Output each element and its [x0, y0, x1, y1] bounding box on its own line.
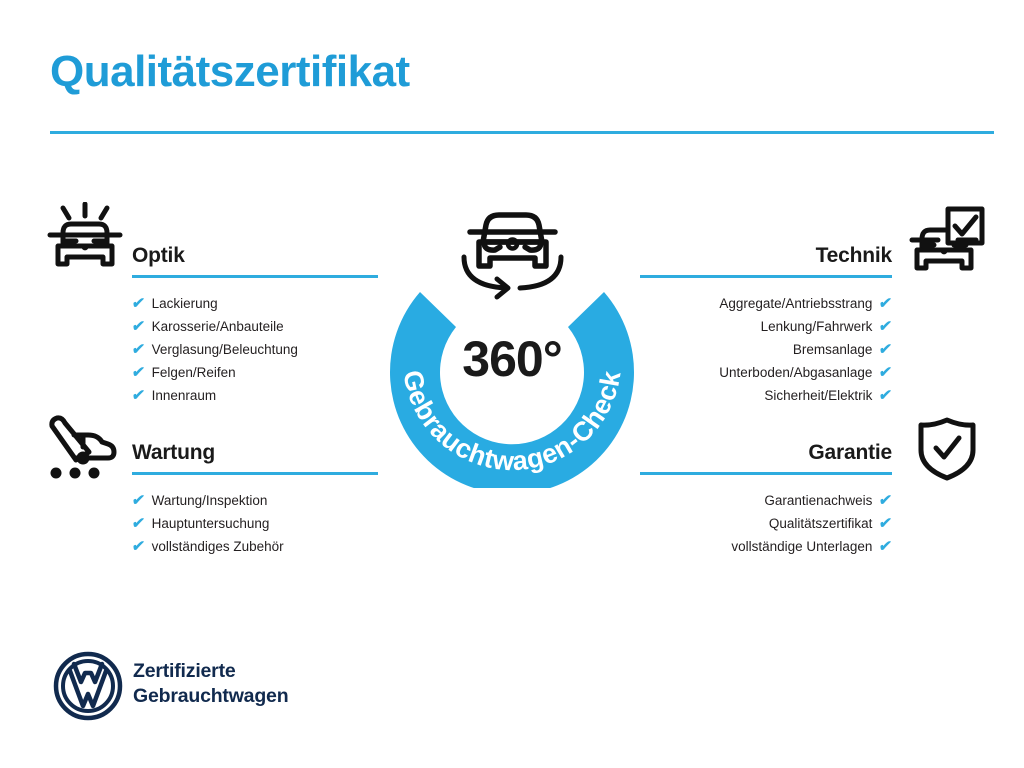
section-garantie: Garantie Garantienachweis ✔ Qualitätszert…	[640, 441, 894, 558]
checklist-wartung: ✔ Wartung/Inspektion ✔ Hauptuntersuchung ✔…	[130, 489, 378, 558]
check-icon: ✔	[878, 318, 894, 335]
list-item: Lenkung/Fahrwerk ✔	[640, 315, 894, 338]
check-icon: ✔	[130, 387, 146, 404]
section-title-wartung: Wartung	[132, 441, 215, 464]
list-item-label: Lackierung	[151, 296, 218, 311]
checklist-technik: Aggregate/Antriebsstrang ✔ Lenkung/Fahrwe…	[640, 292, 894, 407]
check-icon: ✔	[878, 295, 894, 312]
check-icon: ✔	[878, 538, 894, 555]
section-title-technik: Technik	[815, 244, 893, 267]
check-icon: ✔	[130, 318, 146, 335]
check-icon: ✔	[130, 492, 146, 509]
car-lift-service-icon	[46, 414, 118, 485]
list-item-label: Innenraum	[151, 388, 217, 403]
checklist-optik: ✔ Lackierung ✔ Karosserie/Anbauteile ✔ Verg…	[130, 292, 378, 407]
section-divider-optik	[132, 275, 378, 278]
section-optik: Optik ✔ Lackierung ✔ Karosserie/Anbauteile…	[130, 244, 378, 407]
list-item-label: Aggregate/Antriebsstrang	[719, 296, 873, 311]
list-item: ✔ Innenraum	[130, 384, 378, 407]
check-icon: ✔	[878, 492, 894, 509]
list-item-label: vollständiges Zubehör	[151, 539, 284, 554]
list-item-label: Felgen/Reifen	[151, 365, 236, 380]
list-item: ✔ Karosserie/Anbauteile	[130, 315, 378, 338]
list-item: Unterboden/Abgasanlage ✔	[640, 361, 894, 384]
badge-ring: Gebrauchtwagen-Check	[390, 292, 634, 488]
list-item-label: Wartung/Inspektion	[151, 493, 268, 508]
list-item-label: Bremsanlage	[792, 342, 873, 357]
list-item: ✔ Wartung/Inspektion	[130, 489, 378, 512]
section-technik: Technik Aggregate/Antriebsstrang ✔ Lenkun…	[640, 244, 894, 407]
list-item: ✔ Verglasung/Beleuchtung	[130, 338, 378, 361]
section-divider-garantie	[640, 472, 892, 475]
badge-360-gebrauchtwagen-check: Gebrauchtwagen-Check 360°	[372, 248, 652, 488]
check-icon: ✔	[878, 387, 894, 404]
list-item: ✔ Hauptuntersuchung	[130, 512, 378, 535]
check-icon: ✔	[130, 538, 146, 555]
list-item: Garantienachweis ✔	[640, 489, 894, 512]
page-title: Qualitätszertifikat	[50, 47, 410, 96]
list-item-label: Hauptuntersuchung	[151, 516, 270, 531]
list-item: ✔ Lackierung	[130, 292, 378, 315]
list-item: Bremsanlage ✔	[640, 338, 894, 361]
list-item: Sicherheit/Elektrik ✔	[640, 384, 894, 407]
list-item: vollständige Unterlagen ✔	[640, 535, 894, 558]
shield-check-icon	[916, 416, 978, 487]
list-item-label: vollständige Unterlagen	[731, 539, 873, 554]
check-icon: ✔	[878, 341, 894, 358]
list-item: Qualitätszertifikat ✔	[640, 512, 894, 535]
car-shine-icon	[46, 201, 124, 281]
check-icon: ✔	[130, 341, 146, 358]
check-icon: ✔	[130, 515, 146, 532]
check-icon: ✔	[878, 515, 894, 532]
car-front-rotate-icon	[450, 200, 575, 300]
footer-lockup-text: Zertifizierte Gebrauchtwagen	[133, 659, 289, 709]
section-title-garantie: Garantie	[808, 441, 892, 464]
list-item-label: Lenkung/Fahrwerk	[760, 319, 873, 334]
section-title-optik: Optik	[132, 244, 185, 267]
title-divider	[50, 131, 994, 134]
badge-center-label: 360°	[462, 331, 562, 387]
section-divider-technik	[640, 275, 892, 278]
list-item: ✔ Felgen/Reifen	[130, 361, 378, 384]
footer-line-1: Zertifizierte	[133, 660, 236, 682]
list-item-label: Garantienachweis	[764, 493, 873, 508]
vw-logo	[53, 651, 123, 721]
list-item-label: Qualitätszertifikat	[768, 516, 873, 531]
check-icon: ✔	[878, 364, 894, 381]
footer-line-2: Gebrauchtwagen	[133, 685, 289, 707]
list-item-label: Karosserie/Anbauteile	[151, 319, 284, 334]
list-item-label: Unterboden/Abgasanlage	[719, 365, 873, 380]
section-wartung: Wartung ✔ Wartung/Inspektion ✔ Hauptunters…	[130, 441, 378, 558]
check-icon: ✔	[130, 295, 146, 312]
list-item-label: Verglasung/Beleuchtung	[151, 342, 298, 357]
checklist-garantie: Garantienachweis ✔ Qualitätszertifikat ✔ v…	[640, 489, 894, 558]
list-item-label: Sicherheit/Elektrik	[764, 388, 873, 403]
list-item: ✔ vollständiges Zubehör	[130, 535, 378, 558]
car-checkbox-icon	[908, 206, 986, 281]
section-divider-wartung	[132, 472, 378, 475]
check-icon: ✔	[130, 364, 146, 381]
list-item: Aggregate/Antriebsstrang ✔	[640, 292, 894, 315]
